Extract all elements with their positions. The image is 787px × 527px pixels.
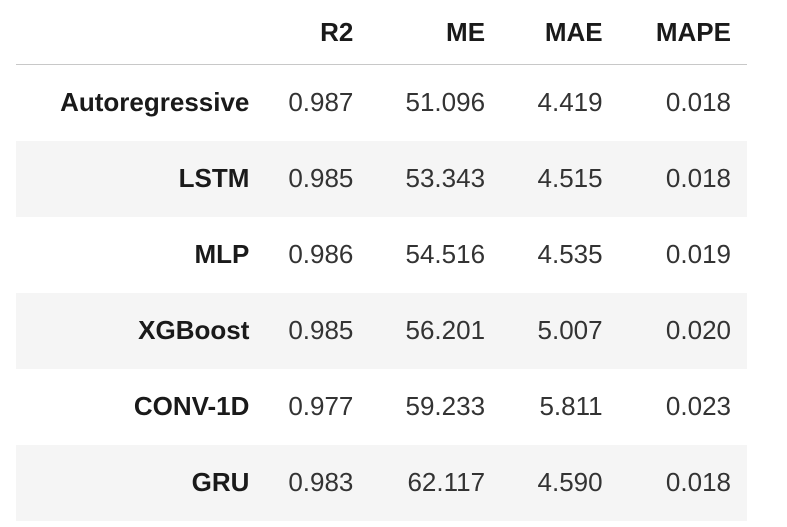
results-table-container: R2 ME MAE MAPE Autoregressive 0.987 51.0… — [16, 0, 747, 521]
header-mae: MAE — [501, 0, 619, 65]
results-table: R2 ME MAE MAPE Autoregressive 0.987 51.0… — [16, 0, 747, 521]
cell-mape: 0.018 — [665, 163, 731, 193]
cell-mape: 0.020 — [665, 315, 731, 345]
row-label: XGBoost — [138, 315, 250, 345]
header-row: R2 ME MAE MAPE — [16, 0, 747, 65]
row-label: CONV-1D — [133, 391, 250, 421]
cell-me: 59.233 — [405, 391, 486, 421]
cell-mae: 5.811 — [539, 391, 603, 421]
cell-me: 62.117 — [407, 467, 486, 497]
cell-mape: 0.019 — [665, 239, 731, 269]
table-row: GRU 0.983 62.117 4.590 0.018 — [16, 444, 747, 521]
table-header: R2 ME MAE MAPE — [16, 0, 747, 65]
cell-r2: 0.987 — [288, 87, 354, 118]
cell-mape: 0.023 — [665, 391, 731, 421]
cell-mae: 4.535 — [537, 239, 603, 269]
header-mape: MAPE — [618, 0, 747, 65]
header-me: ME — [369, 0, 502, 65]
cell-mae: 4.515 — [537, 163, 603, 193]
cell-r2: 0.985 — [288, 163, 354, 193]
header-r2: R2 — [267, 0, 370, 65]
cell-mape: 0.018 — [665, 87, 731, 118]
table-row: CONV-1D 0.977 59.233 5.811 0.023 — [16, 369, 747, 445]
cell-r2: 0.985 — [288, 315, 354, 345]
table-row: Autoregressive 0.987 51.096 4.419 0.018 — [16, 65, 747, 141]
cell-r2: 0.986 — [288, 239, 354, 269]
table-row: XGBoost 0.985 56.201 5.007 0.020 — [16, 292, 747, 369]
cell-mape: 0.018 — [665, 467, 731, 497]
row-label: Autoregressive — [60, 87, 250, 118]
row-label: LSTM — [178, 163, 250, 193]
cell-me: 51.096 — [405, 87, 486, 118]
table-row: MLP 0.986 54.516 4.535 0.019 — [16, 217, 747, 293]
cell-mae: 4.419 — [537, 87, 603, 118]
table-body: Autoregressive 0.987 51.096 4.419 0.018 … — [16, 65, 747, 521]
cell-mae: 5.007 — [537, 315, 603, 345]
cell-r2: 0.977 — [288, 391, 354, 421]
header-index-cell — [16, 0, 268, 65]
table-row: LSTM 0.985 53.343 4.515 0.018 — [16, 140, 747, 217]
cell-me: 53.343 — [405, 163, 486, 193]
cell-me: 54.516 — [405, 239, 486, 269]
row-label: GRU — [191, 467, 250, 497]
cell-mae: 4.590 — [537, 467, 603, 497]
row-label: MLP — [194, 239, 250, 269]
cell-r2: 0.983 — [288, 467, 354, 497]
cell-me: 56.201 — [405, 315, 486, 345]
